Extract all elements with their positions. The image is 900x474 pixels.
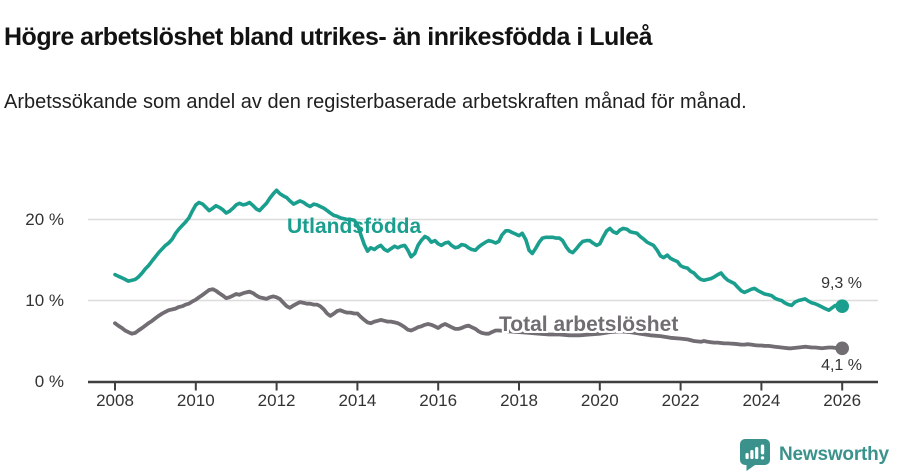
x-tick-label-2008: 2008 [96,391,134,410]
brand-name: Newsworthy [779,444,889,465]
x-tick-label-2016: 2016 [419,391,458,410]
newsworthy-logo-icon [740,439,770,471]
x-tick-label-2012: 2012 [257,391,296,410]
x-tick-label-2024: 2024 [742,391,781,410]
end-value-total-arbetsloshet: 4,1 % [821,357,862,374]
x-tick-label-2026: 2026 [823,391,862,410]
x-tick-label-2018: 2018 [500,391,538,410]
series-label-total-arbetsloshet: Total arbetslöshet [499,313,679,336]
x-tick-label-2014: 2014 [338,391,377,410]
y-tick-label-10: 10 % [25,290,64,310]
x-tick-label-2010: 2010 [176,391,215,410]
x-tick-label-2022: 2022 [661,391,700,410]
y-tick-label-0: 0 % [34,371,64,391]
y-tick-label-20: 20 % [25,209,64,229]
brand-footer: Newsworthy [740,438,889,472]
series-label-utlandsfodda: Utlandsfödda [287,215,422,238]
page-subtitle: Arbetssökande som andel av den registerb… [4,91,747,113]
end-value-utlandsfodda: 9,3 % [821,275,862,292]
x-tick-label-2020: 2020 [580,391,619,410]
page-title: Högre arbetslöshet bland utrikes- än inr… [4,22,653,51]
